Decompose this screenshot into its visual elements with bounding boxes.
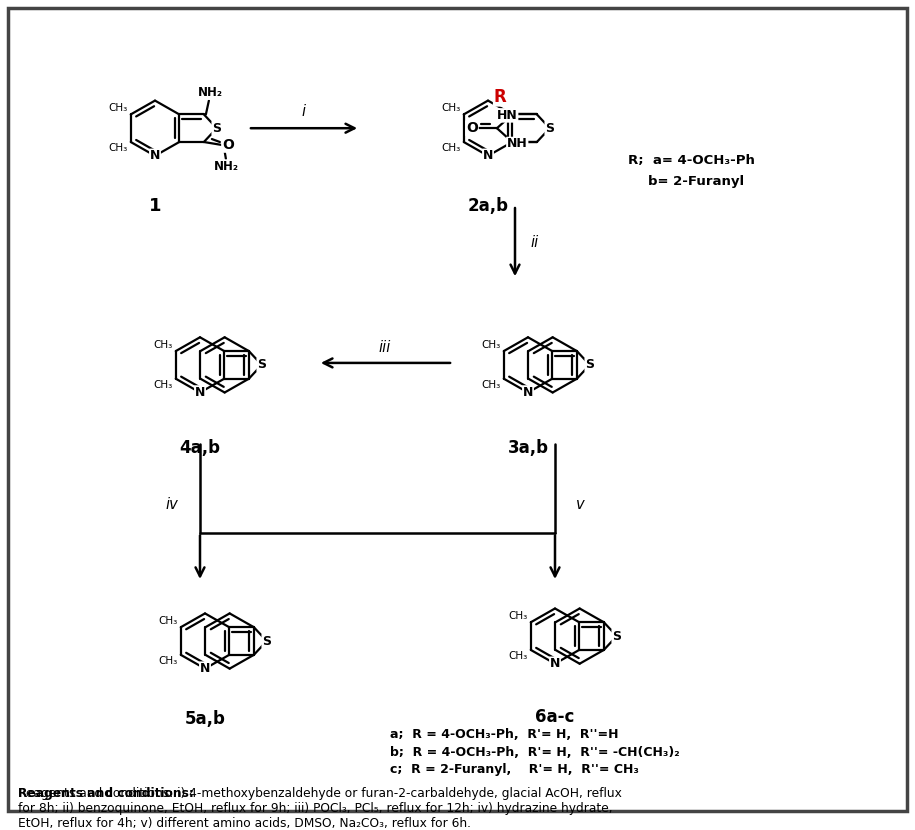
Text: NH₂: NH₂ xyxy=(198,86,222,100)
Text: CH₃: CH₃ xyxy=(158,616,178,626)
Text: S: S xyxy=(263,634,271,647)
Text: CH₃: CH₃ xyxy=(442,104,461,114)
Text: c;  R = 2-Furanyl,    R'= H,  R''= CH₃: c; R = 2-Furanyl, R'= H, R''= CH₃ xyxy=(390,764,639,776)
Text: S: S xyxy=(586,359,594,371)
Text: ii: ii xyxy=(531,235,539,250)
Text: a;  R = 4-OCH₃-Ph,  R'= H,  R''=H: a; R = 4-OCH₃-Ph, R'= H, R''=H xyxy=(390,728,619,741)
Text: CH₃: CH₃ xyxy=(109,104,128,114)
Text: b= 2-Furanyl: b= 2-Furanyl xyxy=(648,175,744,188)
Text: R;  a= 4-OCH₃-Ph: R; a= 4-OCH₃-Ph xyxy=(628,154,755,168)
Text: 5a,b: 5a,b xyxy=(185,710,225,728)
Text: CH₃: CH₃ xyxy=(154,379,173,389)
Text: Reagents and conditions: i) 4-methoxybenzaldehyde or furan-2-carbaldehyde, glaci: Reagents and conditions: i) 4-methoxyben… xyxy=(18,787,622,800)
Text: CH₃: CH₃ xyxy=(158,656,178,666)
Text: N: N xyxy=(522,386,533,399)
Text: EtOH, reflux for 4h; v) different amino acids, DMSO, Na₂CO₃, reflux for 6h.: EtOH, reflux for 4h; v) different amino … xyxy=(18,817,471,829)
Text: 3a,b: 3a,b xyxy=(508,439,548,456)
Text: N: N xyxy=(150,149,160,163)
Text: R: R xyxy=(494,88,507,105)
Text: i: i xyxy=(302,104,306,119)
Text: CH₃: CH₃ xyxy=(509,651,528,661)
Text: CH₃: CH₃ xyxy=(442,143,461,153)
Text: CH₃: CH₃ xyxy=(109,143,128,153)
Text: 2a,b: 2a,b xyxy=(468,198,509,215)
Text: S: S xyxy=(212,122,221,134)
Text: 4a,b: 4a,b xyxy=(179,439,221,456)
Text: HN: HN xyxy=(497,109,518,122)
Text: 6a-c: 6a-c xyxy=(535,708,575,726)
Text: CH₃: CH₃ xyxy=(481,379,501,389)
Text: NH: NH xyxy=(507,138,528,150)
Text: iii: iii xyxy=(379,339,392,354)
Text: N: N xyxy=(550,657,560,670)
Text: N: N xyxy=(195,386,205,399)
Text: N: N xyxy=(483,149,493,163)
Text: N: N xyxy=(199,662,210,675)
Text: CH₃: CH₃ xyxy=(154,340,173,350)
Text: for 8h; ii) benzoquinone, EtOH, reflux for 9h; iii) POCl₃, PCl₅, reflux for 12h;: for 8h; ii) benzoquinone, EtOH, reflux f… xyxy=(18,802,613,815)
Text: O: O xyxy=(466,121,478,135)
Text: Reagents and conditions:: Reagents and conditions: xyxy=(18,787,194,800)
Text: v: v xyxy=(576,497,585,512)
Text: 1: 1 xyxy=(149,198,161,215)
Text: S: S xyxy=(257,359,266,371)
Text: iv: iv xyxy=(166,497,178,512)
Text: CH₃: CH₃ xyxy=(481,340,501,350)
Text: S: S xyxy=(612,630,621,642)
Text: NH₂: NH₂ xyxy=(213,160,239,173)
Text: CH₃: CH₃ xyxy=(509,612,528,622)
Text: S: S xyxy=(545,122,554,134)
Text: O: O xyxy=(222,138,234,152)
Text: b;  R = 4-OCH₃-Ph,  R'= H,  R''= -CH(CH₃)₂: b; R = 4-OCH₃-Ph, R'= H, R''= -CH(CH₃)₂ xyxy=(390,745,680,759)
